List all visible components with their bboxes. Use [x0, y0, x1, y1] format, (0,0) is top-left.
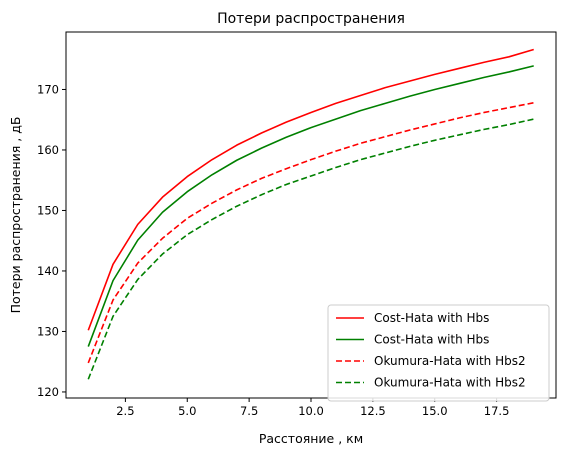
- y-tick-label: 130: [37, 324, 59, 338]
- y-tick-label: 170: [37, 82, 59, 96]
- legend-label-3: Okumura-Hata with Hbs2: [374, 354, 526, 368]
- series-line-2: [87, 65, 534, 347]
- y-tick-label: 160: [37, 143, 59, 157]
- x-tick-label: 5.0: [178, 404, 196, 418]
- x-tick-label: 17.5: [484, 404, 510, 418]
- legend-label-4: Okumura-Hata with Hbs2: [374, 376, 526, 390]
- series-line-1: [87, 48, 534, 331]
- series-line-3: [87, 101, 534, 364]
- legend-box: [327, 304, 550, 402]
- x-tick-label: 7.5: [240, 404, 258, 418]
- plot-area: 2.5 5.0 7.5 10.0 12.5 15.0 17.5 120 130 140 150 160…: [37, 31, 557, 418]
- chart-title: Потери распространения: [217, 11, 405, 27]
- y-tick-label: 150: [37, 203, 59, 217]
- legend-label-2: Cost-Hata with Hbs: [374, 333, 489, 347]
- x-tick-label: 15.0: [422, 404, 448, 418]
- y-tick-label: 120: [37, 385, 59, 399]
- legend: Cost-Hata with Hbs Cost-Hata with Hbs Okum…: [327, 304, 550, 402]
- y-axis-label: Потери распространения , дБ: [8, 117, 23, 314]
- series-line-4: [87, 118, 534, 380]
- x-tick-label: 10.0: [298, 404, 324, 418]
- x-tick-label: 12.5: [360, 404, 386, 418]
- y-tick-label: 140: [37, 264, 59, 278]
- legend-label-1: Cost-Hata with Hbs: [374, 311, 489, 325]
- x-axis-label: Расстояние , км: [259, 431, 363, 446]
- x-tick-label: 2.5: [116, 404, 134, 418]
